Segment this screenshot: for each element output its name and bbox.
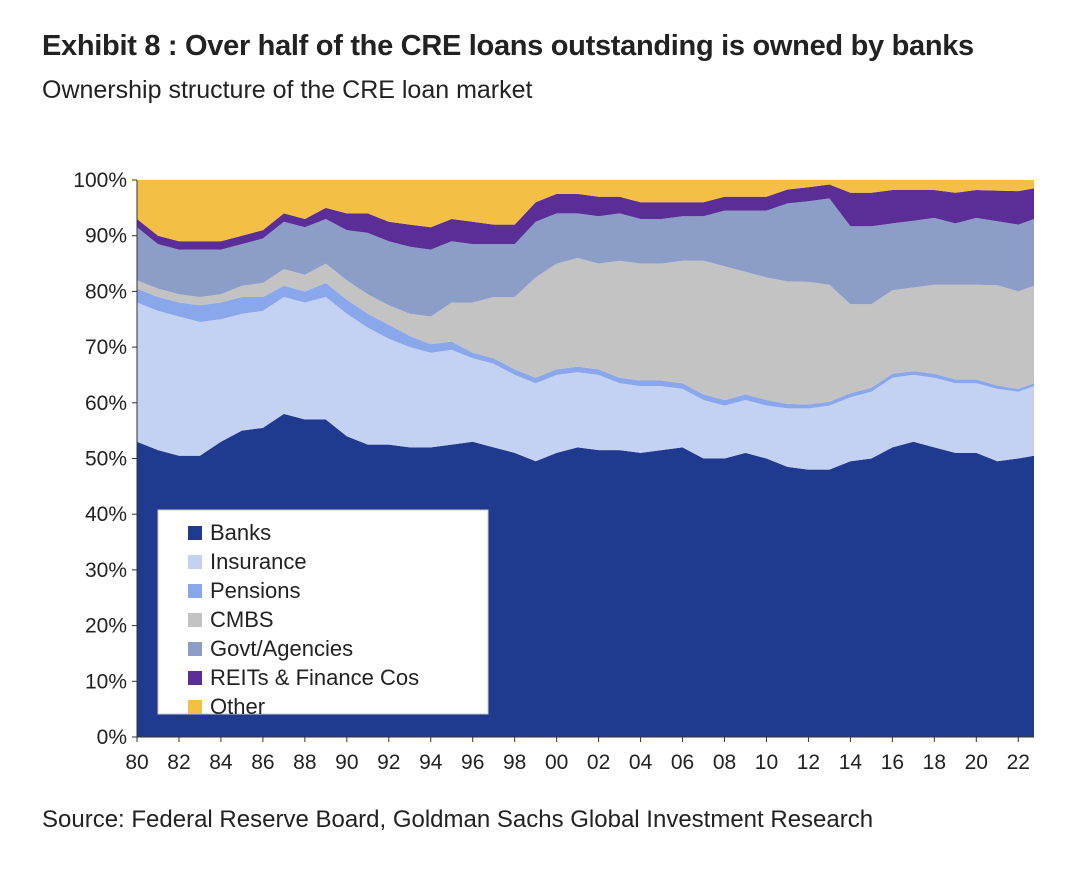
area-pensions	[137, 283, 1034, 409]
legend-swatch-cmbs	[188, 613, 202, 627]
chart-title: Exhibit 8 : Over half of the CRE loans o…	[42, 30, 974, 62]
x-tick-label: 08	[713, 751, 736, 774]
y-tick-label: 30%	[85, 559, 127, 582]
x-tick-label: 96	[461, 751, 484, 774]
x-tick-label: 90	[335, 751, 358, 774]
axes: 0% 10% 20% 30% 40% 50% 60% 70% 80% 90% 100% 80 82 84 8…	[73, 169, 1034, 774]
y-tick-label: 90%	[85, 225, 127, 248]
x-tick-label: 92	[377, 751, 400, 774]
x-tick-label: 06	[671, 751, 694, 774]
x-tick-label: 98	[503, 751, 526, 774]
legend-swatch-govt-agencies	[188, 642, 202, 656]
legend: Banks Insurance Pensions CMBS Govt/Agencies R…	[157, 509, 489, 719]
legend-box	[157, 509, 489, 715]
area-reits-and-finance-cos	[137, 184, 1034, 250]
x-tick-label: 12	[797, 751, 820, 774]
legend-label-insurance: Insurance	[210, 549, 307, 574]
x-tick-label: 94	[419, 751, 443, 774]
legend-swatch-banks	[188, 526, 202, 540]
area-other	[137, 180, 1034, 242]
x-tick-label: 86	[251, 751, 274, 774]
legend-label-cmbs: CMBS	[210, 607, 274, 632]
x-tick-label: 88	[293, 751, 316, 774]
legend-label-reits-and-finance-cos: REITs & Finance Cos	[210, 665, 419, 690]
y-tick-label: 70%	[85, 336, 127, 359]
legend-swatch-reits-and-finance-cos	[188, 671, 202, 685]
x-tick-label: 04	[629, 751, 653, 774]
source-note: Source: Federal Reserve Board, Goldman S…	[42, 806, 874, 833]
legend-swatch-pensions	[188, 584, 202, 598]
legend-label-pensions: Pensions	[210, 578, 301, 603]
x-tick-label: 18	[923, 751, 946, 774]
y-tick-label: 100%	[73, 169, 127, 192]
y-tick-label: 80%	[85, 280, 127, 303]
legend-label-govt-agencies: Govt/Agencies	[210, 636, 353, 661]
x-tick-label: 82	[167, 751, 190, 774]
y-tick-label: 0%	[97, 726, 127, 749]
area-insurance	[137, 297, 1034, 470]
y-tick-label: 20%	[85, 615, 127, 638]
x-tick-label: 80	[125, 751, 148, 774]
area-govt-agencies	[137, 198, 1034, 317]
x-tick-label: 16	[881, 751, 904, 774]
x-tick-label: 20	[965, 751, 988, 774]
y-tick-label: 10%	[85, 670, 127, 693]
legend-swatch-other	[188, 700, 202, 714]
chart-subtitle: Ownership structure of the CRE loan mark…	[42, 76, 533, 104]
y-tick-label: 50%	[85, 448, 127, 471]
area-layers	[137, 180, 1034, 737]
x-tick-label: 00	[545, 751, 568, 774]
x-tick-label: 10	[755, 751, 778, 774]
x-tick-label: 14	[839, 751, 863, 774]
legend-label-banks: Banks	[210, 520, 271, 545]
x-tick-label: 02	[587, 751, 610, 774]
y-tick-label: 40%	[85, 503, 127, 526]
area-cmbs	[137, 258, 1034, 405]
legend-label-other: Other	[210, 694, 265, 719]
y-tick-label: 60%	[85, 392, 127, 415]
x-tick-label: 22	[1007, 751, 1030, 774]
legend-swatch-insurance	[188, 555, 202, 569]
x-tick-label: 84	[209, 751, 233, 774]
